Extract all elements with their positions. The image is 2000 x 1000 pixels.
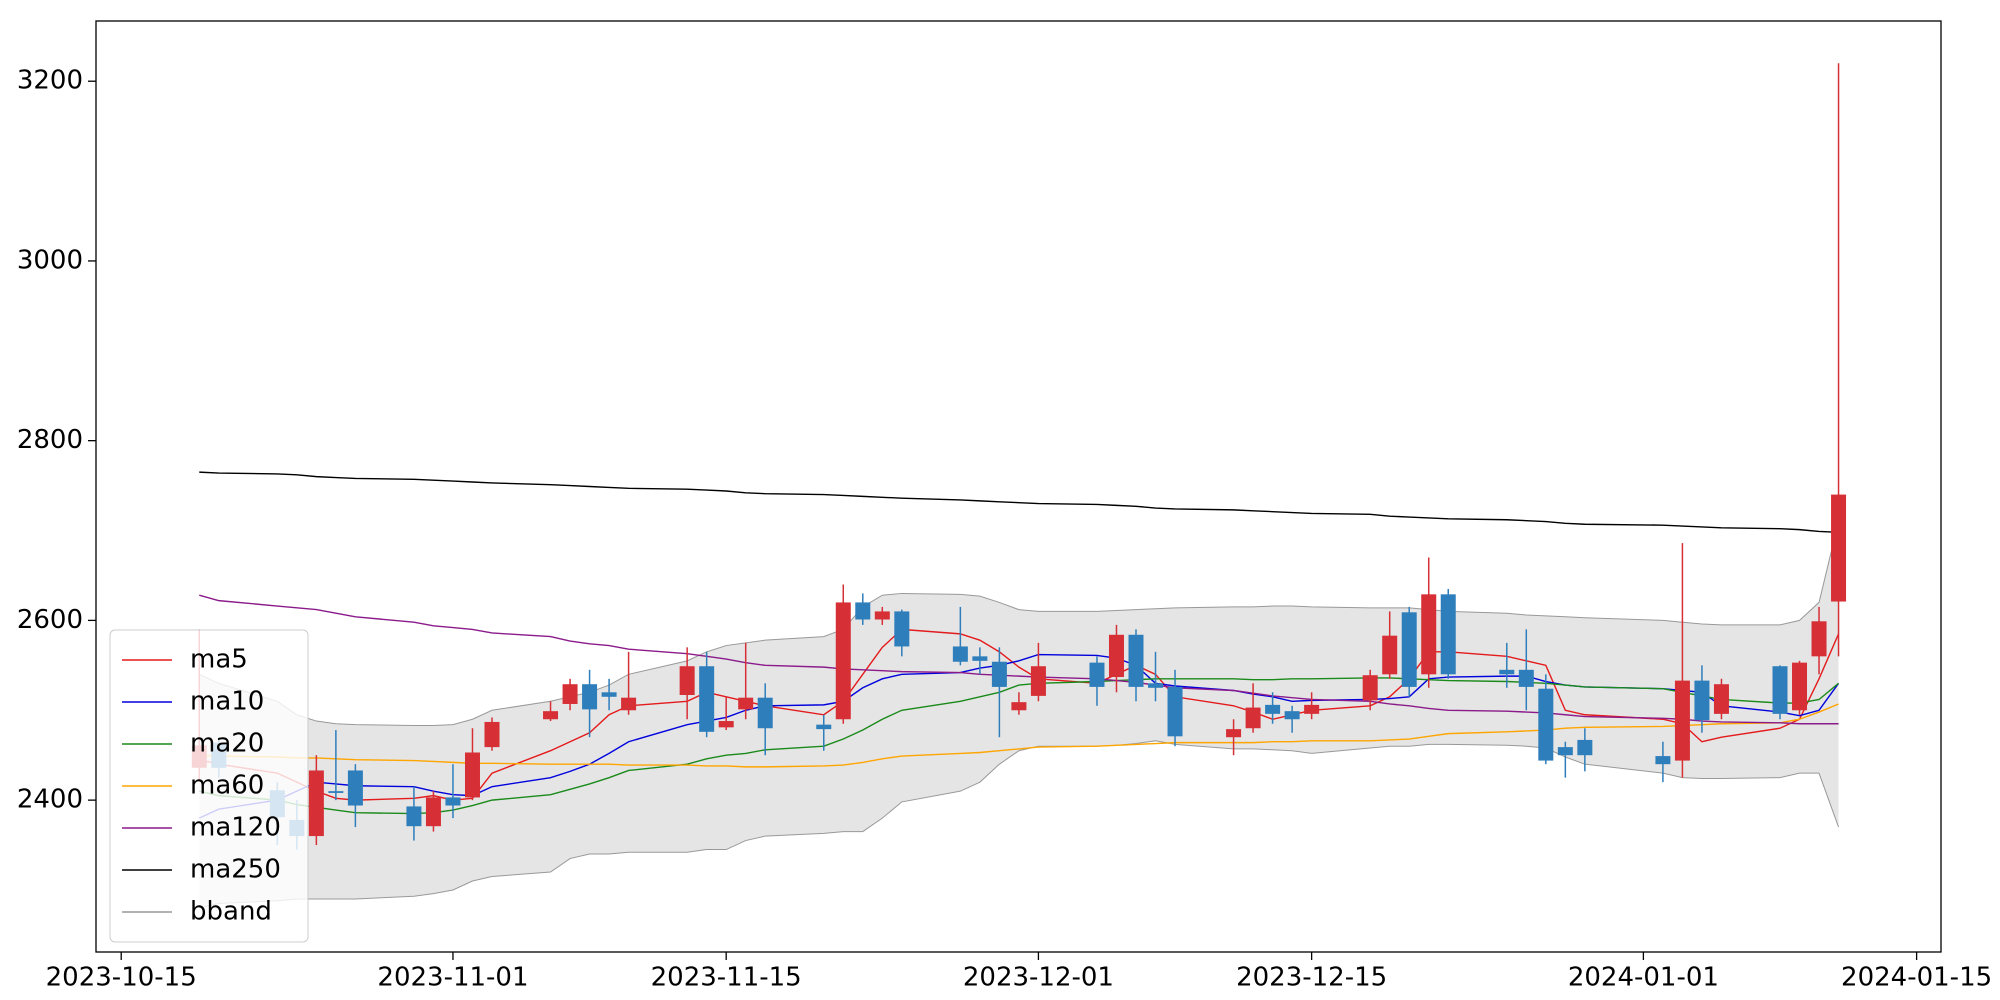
candle-body	[1792, 662, 1808, 711]
candle-body	[874, 611, 890, 620]
candle-body	[991, 661, 1007, 687]
candle-body	[1694, 680, 1710, 721]
candle-layer	[191, 63, 1847, 850]
candle-body	[1089, 662, 1105, 687]
candle-body	[1265, 704, 1281, 714]
candle-body	[952, 646, 968, 662]
candle-body	[1401, 612, 1417, 687]
candle-body	[1108, 634, 1124, 678]
band-edge	[199, 521, 1840, 727]
candle-body	[328, 791, 344, 793]
candle-body	[699, 666, 715, 732]
legend-label: ma60	[190, 771, 264, 801]
legend-label: ma20	[190, 729, 264, 759]
candle-body	[972, 656, 988, 661]
y-tick-label: 2400	[17, 785, 83, 815]
candle-body	[621, 697, 637, 711]
y-tick-label: 2600	[17, 605, 83, 635]
x-tick-label: 2023-12-01	[963, 963, 1114, 993]
candle-body	[601, 692, 617, 697]
candle-body	[1382, 635, 1398, 675]
candle-body	[1030, 666, 1046, 696]
candle-body	[1577, 739, 1593, 756]
x-tick-label: 2023-10-15	[46, 963, 197, 993]
candle-body	[1245, 707, 1261, 729]
ma-line	[199, 471, 1839, 534]
x-tick-label: 2024-01-15	[1841, 963, 1992, 993]
candle-body	[679, 666, 695, 695]
candle-body	[894, 611, 910, 647]
y-tick-label: 2800	[17, 425, 83, 455]
plot-frame	[95, 20, 1942, 953]
candle-body	[582, 684, 598, 710]
candle-body	[1148, 683, 1164, 688]
candle-body	[1557, 747, 1573, 756]
candle-body	[1167, 686, 1183, 737]
candle-body	[835, 602, 851, 720]
candle-body	[1011, 702, 1027, 711]
candle-body	[1304, 704, 1320, 714]
candle-body	[425, 797, 441, 827]
legend-label: ma10	[190, 687, 264, 717]
candle-body	[855, 602, 871, 620]
x-tick-label: 2023-11-01	[377, 963, 528, 993]
candle-body	[1284, 711, 1300, 720]
ma-line	[199, 628, 1840, 801]
candle-body	[484, 721, 500, 748]
candle-body	[347, 770, 363, 806]
legend-label: ma5	[190, 645, 248, 675]
axes-layer: 2400 2600 2800 3000 3200 2023-10-15 2023-11-01…	[17, 66, 1992, 993]
candle-body	[718, 721, 734, 728]
x-tick-label: 2023-12-15	[1236, 963, 1387, 993]
candle-body	[1226, 729, 1242, 738]
legend: ma5 ma10 ma20 ma60 ma120 ma250 bband	[109, 629, 309, 943]
candle-body	[562, 684, 578, 704]
candle-body	[543, 711, 559, 720]
legend-label: ma250	[190, 855, 281, 885]
candle-body	[1128, 634, 1144, 687]
y-tick-label: 3200	[17, 66, 83, 96]
y-tick-label: 3000	[17, 245, 83, 275]
candle-body	[1362, 675, 1378, 701]
candle-body	[464, 752, 480, 798]
candle-body	[1499, 669, 1515, 675]
candle-body	[1421, 594, 1437, 675]
candle-body	[1674, 680, 1690, 761]
candle-body	[1831, 494, 1847, 602]
x-tick-label: 2024-01-01	[1568, 963, 1719, 993]
candle-body	[757, 697, 773, 729]
candle-body	[1772, 666, 1788, 714]
ma-line	[199, 677, 1839, 815]
candle-body	[816, 724, 832, 730]
candle-body	[1713, 684, 1729, 714]
legend-label: bband	[190, 897, 272, 927]
candle-body	[738, 697, 754, 710]
candle-body	[1518, 669, 1534, 687]
candle-body	[308, 770, 324, 837]
candle-body	[1538, 688, 1554, 761]
candle-body	[406, 806, 422, 827]
candle-body	[445, 797, 461, 806]
candle-body	[1811, 621, 1827, 657]
candle-body	[1655, 756, 1671, 765]
candle-body	[1440, 594, 1456, 675]
legend-label: ma120	[190, 813, 281, 843]
x-tick-label: 2023-11-15	[651, 963, 802, 993]
legend-box	[109, 629, 309, 943]
